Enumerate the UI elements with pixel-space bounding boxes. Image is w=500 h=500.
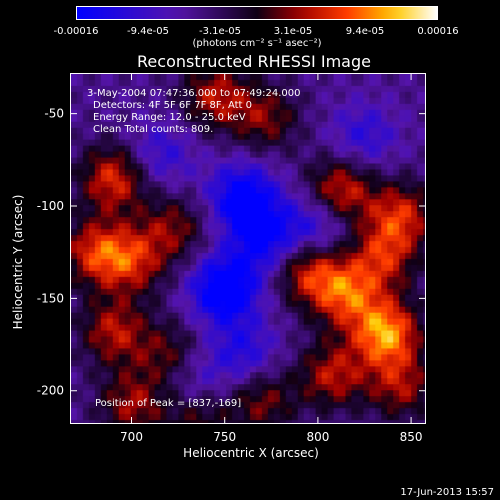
y-tick-label: -50 — [44, 107, 64, 121]
y-tick-label: -100 — [37, 199, 64, 213]
x-tick-label: 700 — [120, 430, 143, 444]
colorbar-units: (photons cm⁻² s⁻¹ asec⁻²) — [192, 38, 322, 49]
y-axis-label: Heliocentric Y (arcsec) — [11, 194, 25, 330]
y-tick-label: -150 — [37, 291, 64, 305]
peak-position-annotation: Position of Peak = [837,-169] — [95, 398, 242, 409]
plot-area: 3-May-2004 07:47:36.000 to 07:49:24.000 … — [70, 73, 426, 424]
time-range-annotation: 3-May-2004 07:47:36.000 to 07:49:24.000 — [87, 88, 301, 99]
x-tick-label: 850 — [400, 430, 423, 444]
colorbar-tick-label: -3.1e-05 — [199, 26, 241, 37]
colorbar-tick-label: -9.4e-05 — [127, 26, 169, 37]
x-tick-label: 800 — [306, 430, 329, 444]
y-tick-label: -200 — [37, 384, 64, 398]
colorbar — [76, 6, 438, 20]
timestamp: 17-Jun-2013 15:57 — [400, 487, 494, 498]
x-axis-label: Heliocentric X (arcsec) — [183, 446, 319, 460]
energy-range-annotation: Energy Range: 12.0 - 25.0 keV — [93, 112, 246, 123]
detectors-annotation: Detectors: 4F 5F 6F 7F 8F, Att 0 — [93, 100, 253, 111]
colorbar-tick-label: 0.00016 — [417, 26, 459, 37]
colorbar-tick-label: 3.1e-05 — [273, 26, 313, 37]
colorbar-tick-label: 9.4e-05 — [345, 26, 385, 37]
chart-title: Reconstructed RHESSI Image — [137, 52, 371, 71]
x-tick-label: 750 — [213, 430, 236, 444]
clean-counts-annotation: Clean Total counts: 809. — [93, 124, 214, 135]
colorbar-tick-label: -0.00016 — [53, 26, 99, 37]
heatmap-image — [71, 74, 425, 423]
